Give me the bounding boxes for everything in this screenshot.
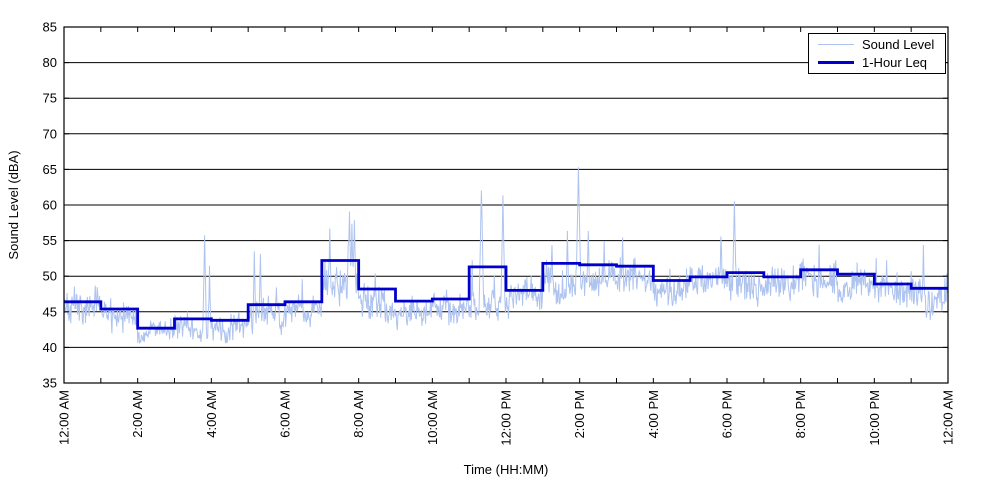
legend-label-1-hour-leq: 1-Hour Leq [862,55,928,70]
y-axis-title: Sound Level (dBA) [6,150,21,259]
legend-label-sound-level: Sound Level [862,37,935,52]
y-tick-label: 85 [43,20,57,35]
leq-line-swatch [818,61,854,64]
y-tick-label: 80 [43,55,57,70]
x-tick-label: 8:00 AM [351,390,366,438]
x-tick-label: 10:00 AM [425,390,440,445]
sound-level-trace [63,167,949,345]
y-tick-label: 35 [43,376,57,391]
y-tick-label: 75 [43,91,57,106]
x-tick-label: 12:00 AM [941,390,956,445]
legend: Sound Level 1-Hour Leq [808,33,946,74]
x-tick-label: 2:00 PM [572,390,587,438]
y-tick-label: 70 [43,126,57,141]
y-tick-label: 50 [43,269,57,284]
y-tick-label: 45 [43,304,57,319]
x-tick-label: 10:00 PM [867,390,882,446]
x-tick-label: 12:00 PM [499,390,514,446]
x-tick-label: 12:00 AM [57,390,72,445]
y-tick-label: 65 [43,162,57,177]
x-axis-title: Time (HH:MM) [464,462,549,477]
x-tick-label: 4:00 PM [646,390,661,438]
one-hour-leq-step-line [64,259,948,330]
x-tick-label: 6:00 AM [278,390,293,438]
y-tick-label: 60 [43,198,57,213]
sound-level-line-swatch [818,44,854,45]
x-tick-label: 2:00 AM [130,390,145,438]
y-tick-label: 40 [43,340,57,355]
x-tick-label: 8:00 PM [793,390,808,438]
legend-item-sound-level: Sound Level [809,37,945,52]
x-tick-label: 6:00 PM [720,390,735,438]
y-tick-label: 55 [43,233,57,248]
x-tick-label: 4:00 AM [204,390,219,438]
legend-item-1-hour-leq: 1-Hour Leq [809,55,945,70]
